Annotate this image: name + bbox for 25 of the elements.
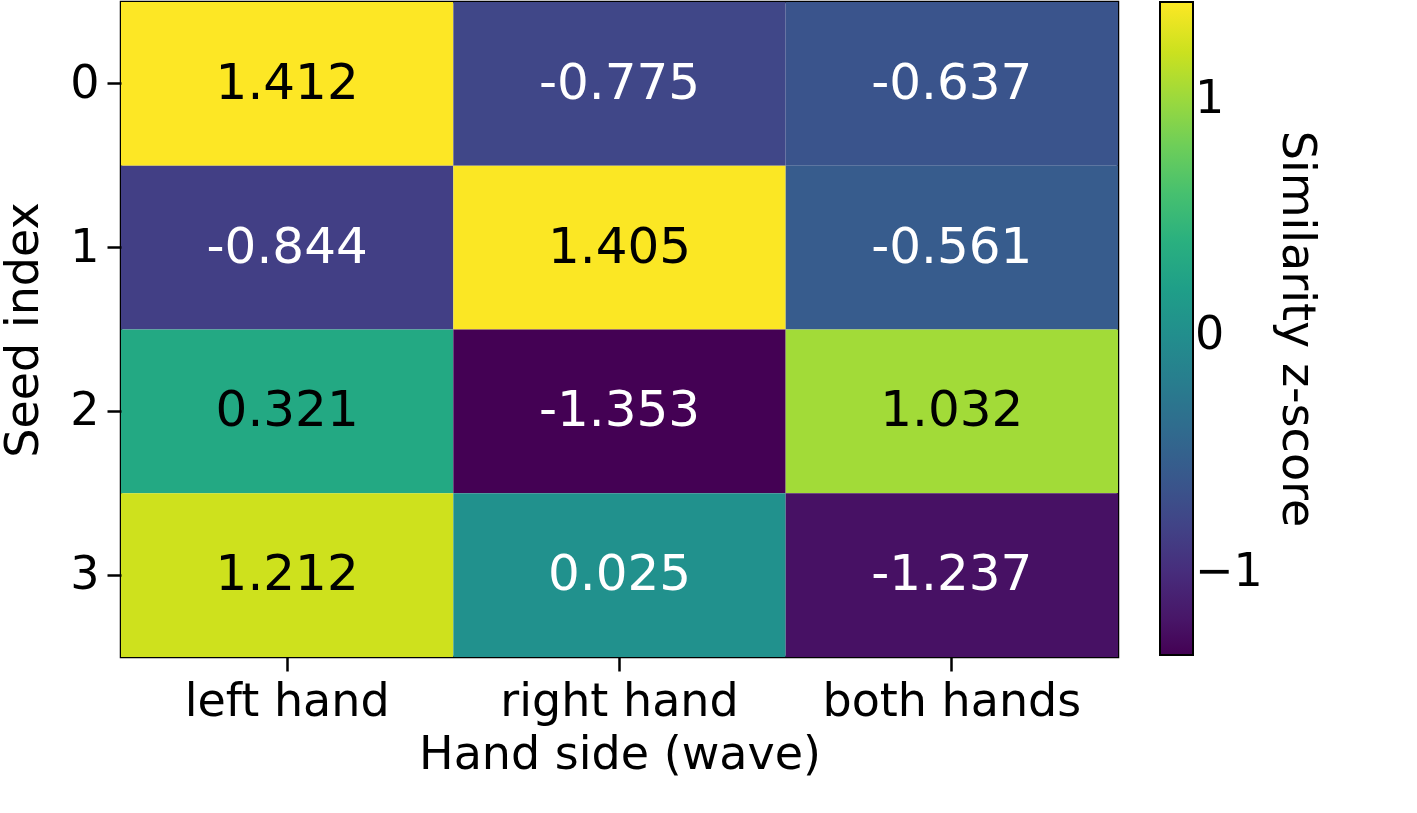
color-bar-label: −1 <box>1195 542 1263 597</box>
data-label: -0.637 <box>871 52 1033 111</box>
y-tick-label: 2 <box>70 382 100 437</box>
y-tick-label: 3 <box>70 546 100 601</box>
x-tick-label: left hand <box>184 672 390 727</box>
data-label: -0.844 <box>206 216 368 275</box>
data-label: 0.321 <box>215 380 359 439</box>
data-label: 1.405 <box>547 216 692 275</box>
data-label: 0.025 <box>547 544 692 603</box>
data-label: -1.237 <box>871 544 1033 603</box>
color-bar-title: Similarity z-score <box>1272 130 1326 528</box>
y-axis-title: Seed index <box>0 202 50 458</box>
x-tick-label: both hands <box>822 672 1082 727</box>
data-label: 1.412 <box>215 52 359 111</box>
data-label: -0.775 <box>538 52 701 111</box>
data-label: -0.561 <box>871 216 1033 275</box>
x-tick-label: right hand <box>500 672 739 727</box>
x-axis-title: Hand side (wave) <box>419 725 821 780</box>
y-tick-label: 1 <box>70 218 100 273</box>
color-bar-label: 0 <box>1195 306 1225 361</box>
color-bar-label: 1 <box>1195 70 1225 125</box>
y-tick-label: 0 <box>70 54 100 109</box>
data-label: -1.353 <box>538 380 701 439</box>
data-label: 1.212 <box>215 544 359 603</box>
data-label: 1.032 <box>880 380 1024 439</box>
